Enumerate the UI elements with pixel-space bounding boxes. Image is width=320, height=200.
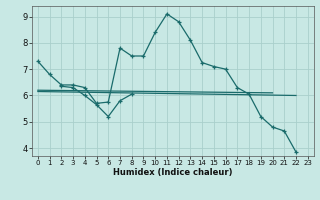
X-axis label: Humidex (Indice chaleur): Humidex (Indice chaleur) <box>113 168 233 177</box>
